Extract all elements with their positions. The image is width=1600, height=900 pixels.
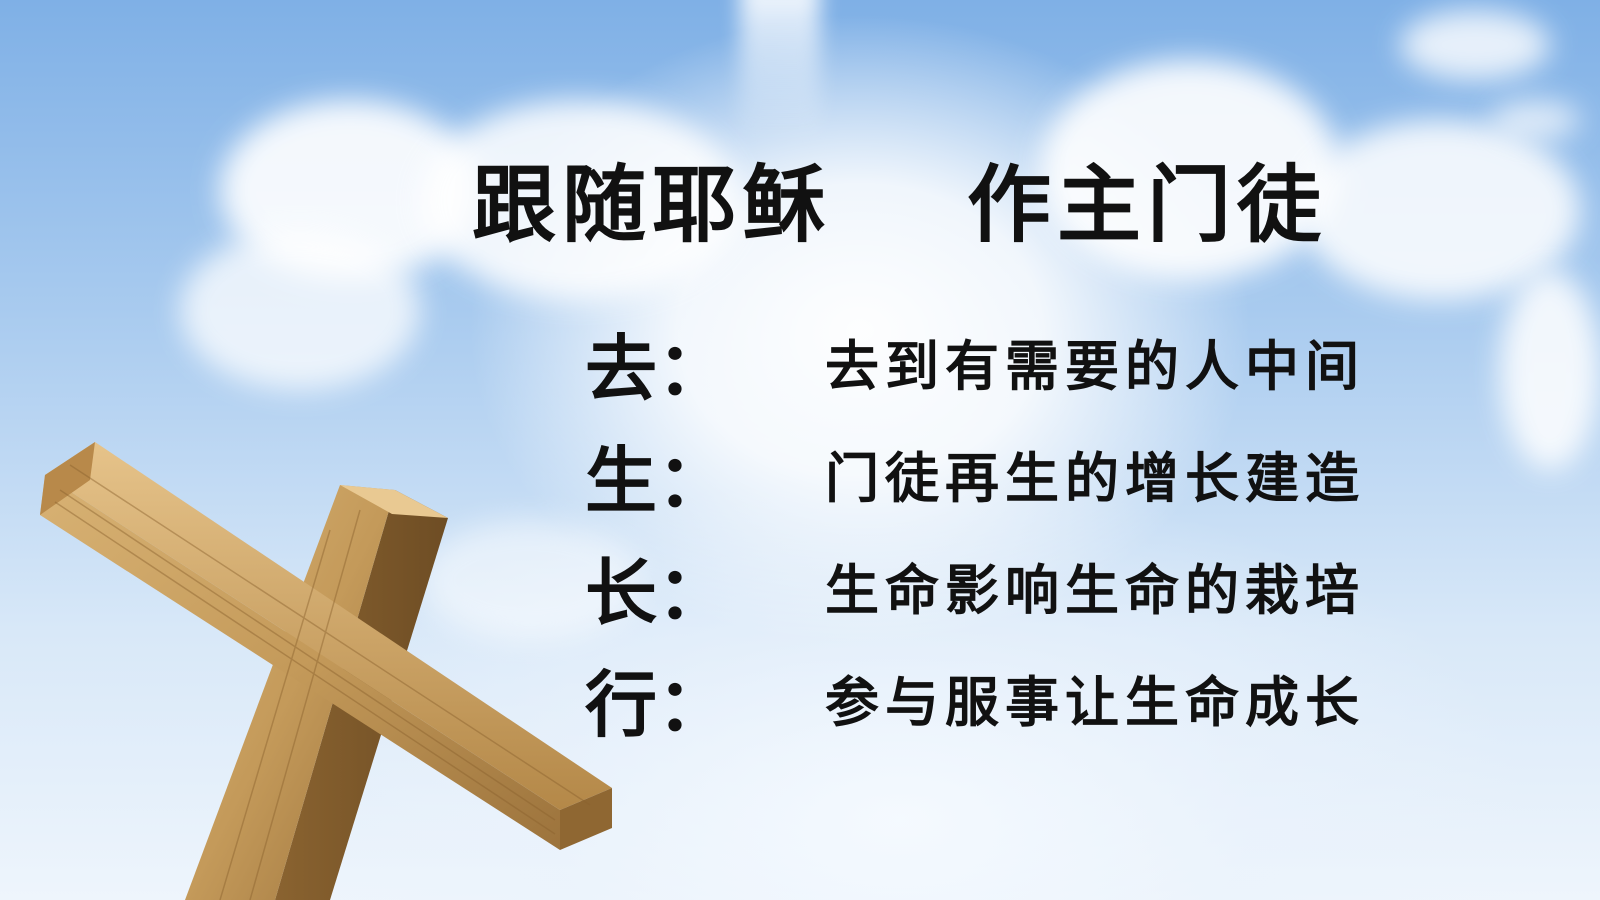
list-item: 长： 生命影响生命的栽培 [585, 534, 1445, 635]
cloud [1300, 120, 1580, 300]
point-key: 生： [585, 438, 730, 523]
cloud [1400, 10, 1550, 80]
cross-horizontal-top [45, 442, 612, 810]
list-item: 生： 门徒再生的增长建造 [585, 422, 1445, 523]
wooden-cross-icon [40, 442, 612, 900]
title-left: 跟随耶稣 [472, 155, 833, 254]
cloud [1500, 270, 1600, 470]
cloud [420, 520, 640, 640]
list-item: 行： 参与服事让生命成长 [585, 646, 1445, 747]
page-title: 跟随耶稣 作主门徒 [472, 138, 1432, 254]
cross-vertical-front [185, 485, 395, 900]
cloud [420, 100, 740, 300]
point-desc: 门徒再生的增长建造 [825, 446, 1365, 510]
list-item: 去： 去到有需要的人中间 [585, 310, 1445, 411]
point-key: 长： [585, 550, 730, 635]
point-key: 去： [585, 326, 730, 411]
point-desc: 生命影响生命的栽培 [825, 558, 1365, 622]
point-desc: 参与服事让生命成长 [825, 670, 1365, 734]
point-key: 行： [585, 662, 730, 747]
light-beam [740, 0, 820, 140]
title-right: 作主门徒 [967, 155, 1328, 254]
cross-horizontal-left-end [40, 442, 95, 515]
cross-horizontal-end [560, 788, 612, 850]
point-desc: 去到有需要的人中间 [825, 334, 1365, 398]
cross-vertical-top [340, 485, 448, 518]
cloud [1490, 100, 1580, 140]
cloud [1040, 60, 1340, 280]
cloud [180, 230, 420, 390]
cross-horizontal-front [40, 475, 560, 850]
